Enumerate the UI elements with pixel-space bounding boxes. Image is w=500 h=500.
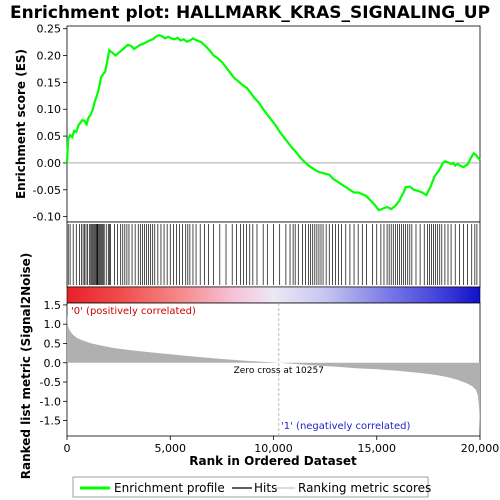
x-tick-label: 15,000	[358, 442, 397, 455]
legend-entry-metric: Ranking metric scores	[298, 481, 431, 495]
legend: Enrichment profile Hits Ranking metric s…	[72, 476, 431, 498]
metric-y-axis-label: Ranked list metric (Signal2Noise)	[19, 253, 33, 480]
zero-cross-label: Zero cross at 10257	[234, 366, 324, 376]
es-y-tick-label: 0.25	[37, 23, 62, 36]
legend-box	[72, 476, 429, 498]
es-y-ticks: -0.10 -0.05 0.00 0.05 0.10 0.15 0.20 0.25	[33, 23, 67, 224]
metric-y-tick-label: -1.5	[40, 415, 61, 428]
x-tick-label: 20,000	[461, 442, 500, 455]
ranking-color-bar	[66, 286, 481, 304]
metric-y-tick-label: 0.0	[44, 357, 62, 370]
metric-y-tick-label: 0.5	[44, 337, 62, 350]
es-y-tick-label: 0.15	[37, 76, 62, 89]
metric-y-tick-label: 1.5	[44, 299, 62, 312]
x-tick-label: 0	[64, 442, 71, 455]
enrichment-profile-line	[65, 33, 481, 212]
es-panel: -0.10 -0.05 0.00 0.05 0.10 0.15 0.20 0.25 Enric…	[14, 23, 481, 224]
x-axis-label: Rank in Ordered Dataset	[189, 454, 357, 468]
legend-entry-hits: Hits	[254, 481, 277, 495]
es-y-tick-label: 0.00	[37, 157, 62, 170]
negative-correlation-label: '1' (negatively correlated)	[281, 421, 410, 432]
chart-title: Enrichment plot: HALLMARK_KRAS_SIGNALING…	[10, 3, 490, 23]
x-tick-label: 5,000	[155, 442, 187, 455]
legend-entry-profile: Enrichment profile	[114, 481, 225, 495]
metric-panel: -1.5 -1.0 -0.5 0.0 0.5 1.0 1.5 0 5,000 10,000 15,…	[19, 253, 499, 480]
metric-x-ticks: 0 5,000 10,000 15,000 20,000	[64, 436, 500, 455]
es-y-tick-label: -0.10	[33, 211, 61, 224]
metric-y-tick-label: -1.0	[40, 395, 61, 408]
positive-correlation-label: '0' (positively correlated)	[71, 306, 196, 317]
es-y-tick-label: 0.20	[37, 50, 62, 63]
metric-y-ticks: -1.5 -1.0 -0.5 0.0 0.5 1.0 1.5	[40, 299, 67, 428]
hit-marks	[67, 224, 478, 285]
hits-panel	[66, 221, 481, 288]
x-tick-label: 10,000	[254, 442, 293, 455]
metric-y-tick-label: -0.5	[40, 376, 61, 389]
es-y-tick-label: -0.05	[33, 184, 61, 197]
es-y-axis-label: Enrichment score (ES)	[14, 49, 28, 199]
es-y-tick-label: 0.05	[37, 130, 62, 143]
metric-y-tick-label: 1.0	[44, 318, 62, 331]
es-y-tick-label: 0.10	[37, 103, 62, 116]
